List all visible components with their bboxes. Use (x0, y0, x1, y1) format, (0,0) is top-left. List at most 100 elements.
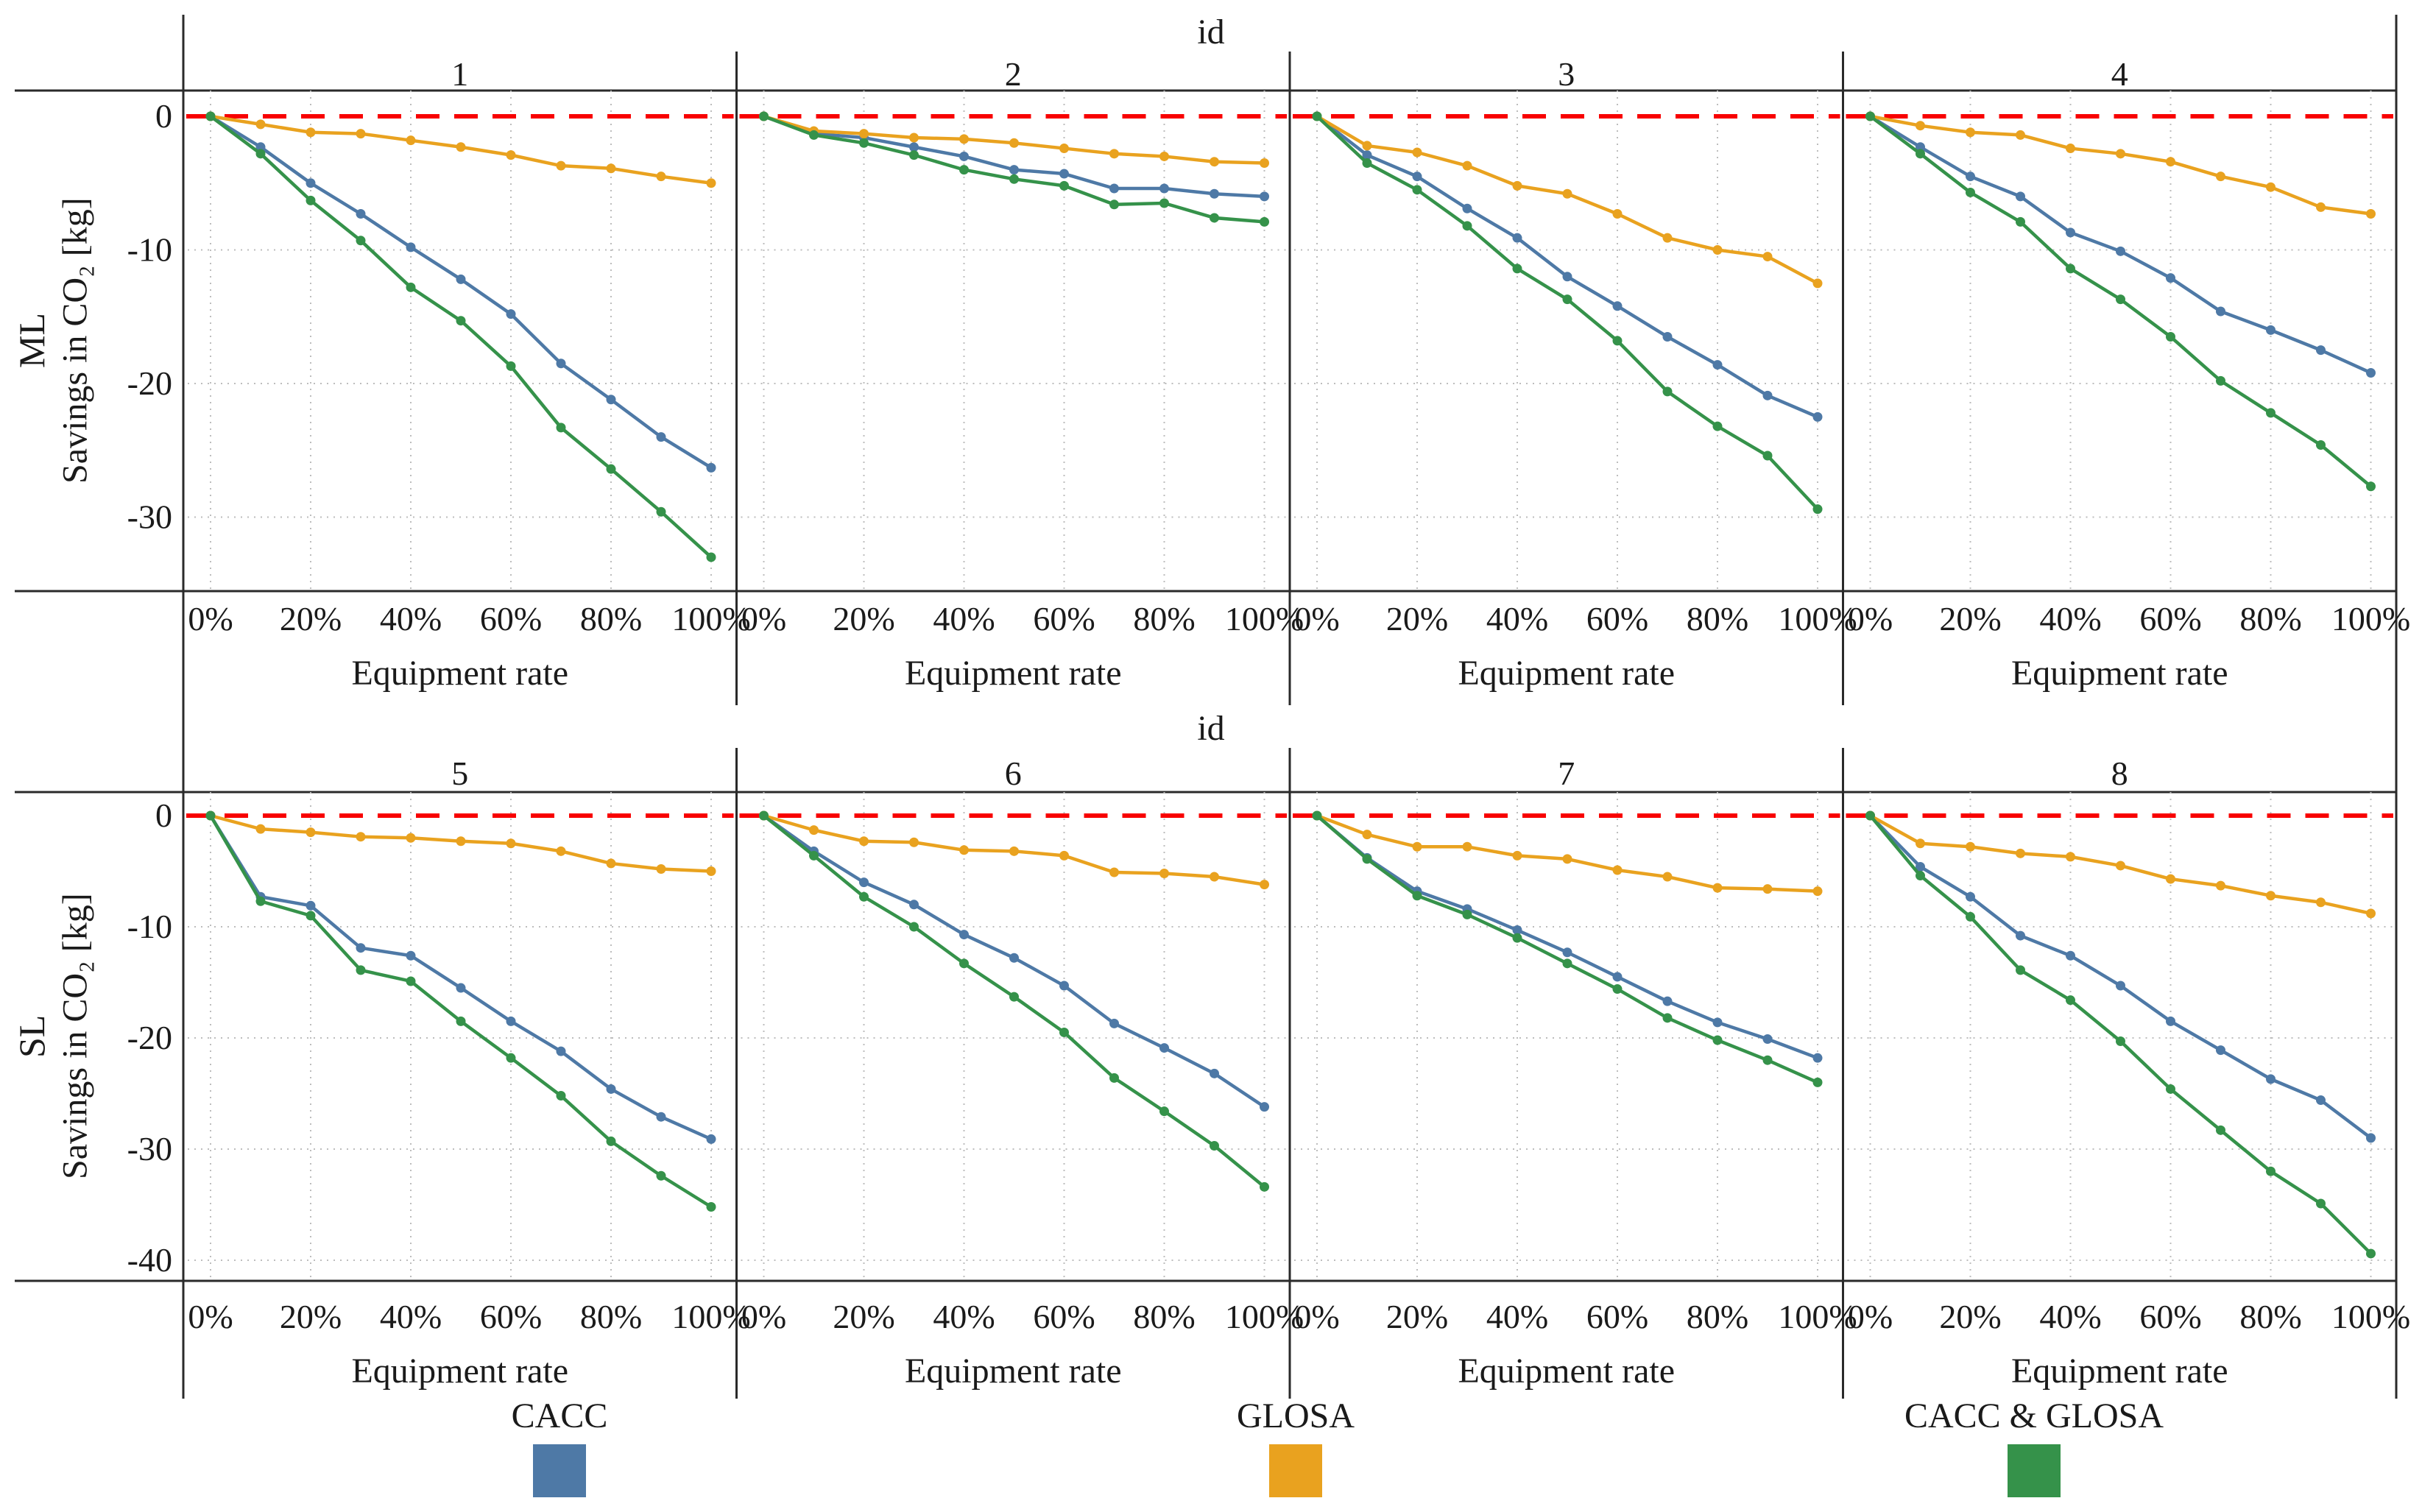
data-point (859, 129, 869, 139)
data-point (1662, 996, 1673, 1006)
data-point (1512, 233, 1522, 243)
x-tick-label: 40% (2039, 1298, 2101, 1335)
data-point (1210, 157, 1219, 167)
data-point (306, 900, 316, 911)
y-axis-title-top: Savings in CO₂ [kg] (55, 197, 95, 484)
data-point (1812, 1077, 1823, 1087)
data-point (1159, 1106, 1169, 1117)
y-tick-label: -20 (127, 1019, 172, 1056)
data-point (1712, 1017, 1723, 1028)
x-tick-label: 0% (741, 600, 786, 637)
data-point (706, 552, 716, 562)
x-axis-title: Equipment rate (351, 1352, 568, 1391)
data-point (2266, 1074, 2276, 1084)
data-point (1612, 972, 1623, 982)
data-point (606, 464, 616, 474)
data-point (2366, 1133, 2376, 1143)
data-point (1512, 850, 1522, 861)
x-tick-label: 80% (1133, 1298, 1195, 1335)
data-point (1562, 854, 1572, 864)
data-point (1159, 183, 1169, 194)
x-tick-label: 40% (933, 600, 995, 637)
data-point (556, 1091, 566, 1101)
y-tick-label: -10 (127, 908, 172, 945)
data-point (1662, 233, 1673, 243)
data-point (909, 900, 919, 910)
data-point (1812, 411, 1823, 422)
data-point (456, 836, 466, 847)
x-tick-label: 80% (1133, 600, 1195, 637)
data-point (1966, 172, 1975, 182)
data-point (1812, 504, 1823, 515)
data-point (706, 462, 716, 473)
x-tick-label: 40% (933, 1298, 995, 1335)
data-point (1159, 151, 1169, 161)
data-point (1966, 127, 1975, 138)
data-point (2216, 1045, 2225, 1056)
data-point (1762, 1034, 1773, 1045)
data-point (1412, 891, 1422, 901)
legend-label-cacc: CACC (511, 1396, 608, 1435)
x-tick-label: 0% (1294, 600, 1339, 637)
data-point (859, 836, 869, 847)
data-point (1966, 187, 1975, 197)
x-tick-label: 20% (833, 600, 894, 637)
data-point (556, 1046, 566, 1056)
data-point (1260, 216, 1269, 227)
series-line-cacc (1316, 115, 1818, 419)
data-point (2116, 1036, 2125, 1047)
data-point (1562, 188, 1572, 199)
x-tick-label: 40% (2039, 600, 2101, 637)
data-point (2016, 848, 2025, 858)
data-point (2066, 144, 2075, 154)
x-tick-label: 100% (671, 1298, 750, 1335)
legend-label-glosa: GLOSA (1236, 1396, 1355, 1435)
data-point (1159, 1043, 1169, 1053)
x-axis-title: Equipment rate (351, 654, 568, 693)
data-point (2266, 891, 2276, 901)
data-point (1612, 984, 1623, 995)
data-point (2316, 345, 2326, 356)
x-axis-title: Equipment rate (1458, 1352, 1675, 1391)
data-point (2266, 182, 2276, 192)
data-point (1362, 141, 1372, 151)
data-point (909, 150, 919, 160)
data-point (656, 506, 666, 517)
data-point (1916, 838, 1925, 849)
data-point (306, 911, 316, 921)
facet-label: 3 (1558, 55, 1575, 93)
data-point (2016, 930, 2025, 941)
y-tick-label: -30 (127, 1130, 172, 1167)
data-point (1210, 1068, 1219, 1078)
data-point (809, 850, 819, 861)
x-tick-label: 0% (188, 600, 233, 637)
data-point (1009, 138, 1019, 148)
data-point (909, 922, 919, 932)
data-point (2016, 965, 2025, 975)
data-point (909, 133, 919, 143)
data-point (1812, 1053, 1823, 1063)
data-point (1512, 925, 1522, 936)
data-point (306, 178, 316, 188)
legend-swatch-cacc-glosa (2008, 1444, 2061, 1497)
data-point (1712, 245, 1723, 255)
x-tick-label: 40% (1486, 600, 1548, 637)
data-point (606, 1136, 616, 1146)
data-point (2116, 861, 2125, 871)
data-point (556, 846, 566, 856)
series-line-cacc (209, 115, 713, 470)
facet-label: 1 (451, 55, 468, 93)
data-point (1916, 861, 1925, 872)
series-line-glosa (1316, 813, 1818, 893)
x-tick-label: 60% (2139, 1298, 2201, 1335)
data-point (1059, 850, 1069, 861)
data-point (1210, 213, 1219, 223)
x-tick-label: 20% (280, 1298, 342, 1335)
data-point (406, 282, 416, 292)
data-point (1210, 872, 1219, 882)
data-point (456, 316, 466, 326)
series-line-glosa (1870, 114, 2371, 216)
series-line-cacc-glosa (209, 814, 713, 1209)
x-tick-label: 40% (380, 1298, 442, 1335)
